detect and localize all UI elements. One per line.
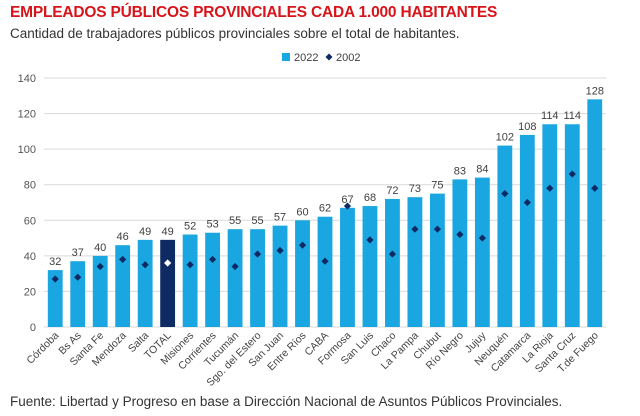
data-label: 83: [454, 165, 466, 177]
marker-2002: [478, 234, 486, 242]
data-label: 37: [72, 247, 84, 259]
data-label: 114: [564, 110, 582, 122]
data-label: 55: [251, 215, 263, 227]
marker-2002: [568, 170, 576, 178]
marker-2002: [231, 262, 239, 271]
y-tick-label: 20: [24, 286, 36, 298]
legend-label-2022: 2022: [294, 52, 318, 64]
data-label: 102: [496, 132, 514, 144]
y-tick-label: 120: [18, 109, 36, 121]
data-label: 60: [296, 206, 308, 218]
data-label: 114: [541, 110, 559, 122]
data-label: 32: [49, 256, 61, 268]
data-label: 67: [341, 194, 353, 206]
bar: [362, 206, 378, 327]
data-label: 75: [431, 180, 443, 192]
y-tick-label: 0: [30, 322, 36, 334]
data-label: 52: [184, 221, 196, 233]
bar: [587, 99, 603, 327]
marker-2002: [141, 261, 149, 269]
bar: [295, 220, 310, 327]
data-label: 84: [476, 164, 488, 176]
marker-2002: [366, 236, 374, 244]
bar: [182, 234, 198, 327]
data-label: 55: [229, 215, 241, 227]
bar: [564, 124, 580, 327]
chart-title: EMPLEADOS PÚBLICOS PROVINCIALES CADA 1.0…: [10, 4, 498, 21]
marker-2002: [74, 273, 82, 281]
marker-2002: [546, 184, 554, 192]
marker-2002: [343, 202, 352, 210]
source-note: Fuente: Libertad y Progreso en base a Di…: [10, 394, 563, 409]
y-tick-label: 60: [24, 215, 36, 227]
data-label: 57: [274, 212, 286, 224]
data-label: 49: [139, 226, 151, 238]
bar: [474, 177, 490, 327]
marker-2002: [456, 230, 464, 239]
marker-2002: [276, 246, 284, 255]
bar: [407, 197, 423, 327]
marker-2002: [321, 257, 329, 265]
marker-2002: [51, 275, 59, 283]
bar: [497, 145, 513, 327]
bar: [317, 216, 333, 327]
bar: [47, 270, 63, 327]
marker-2002: [591, 184, 599, 192]
data-label: 68: [364, 192, 376, 204]
bar: [429, 193, 445, 327]
data-label: 49: [162, 226, 174, 238]
marker-2002: [433, 225, 441, 233]
bar: [70, 261, 86, 327]
marker-2002: [186, 261, 194, 269]
chart-subtitle: Cantidad de trabajadores públicos provin…: [10, 26, 460, 41]
bar: [519, 134, 535, 327]
data-label: 40: [94, 242, 106, 254]
marker-2002: [501, 190, 509, 198]
bar: [452, 179, 468, 327]
marker-2002: [164, 259, 172, 267]
marker-2002: [119, 255, 127, 264]
marker-2002: [96, 262, 104, 271]
bar: [542, 124, 558, 327]
bar: [340, 207, 355, 327]
data-label: 46: [117, 231, 129, 243]
bar: [272, 225, 288, 327]
legend-swatch-2022: [282, 53, 290, 61]
bar: [227, 229, 243, 327]
data-label: 73: [409, 183, 421, 195]
bar: [92, 255, 108, 327]
marker-2002: [209, 255, 217, 264]
marker-2002: [388, 250, 397, 258]
y-tick-label: 140: [18, 73, 36, 85]
bar: [137, 239, 153, 327]
marker-2002: [253, 250, 262, 258]
bar: [250, 229, 265, 327]
data-label: 62: [319, 203, 331, 215]
marker-2002: [298, 241, 307, 249]
y-tick-label: 40: [24, 251, 36, 263]
bar-total: [160, 239, 176, 327]
bar: [115, 245, 131, 327]
data-label: 53: [206, 219, 218, 231]
legend-marker-2002: [325, 53, 333, 61]
y-tick-label: 80: [24, 180, 36, 192]
bar: [205, 232, 221, 327]
data-label: 128: [586, 85, 604, 97]
marker-2002: [411, 225, 419, 233]
bar: [385, 198, 400, 327]
marker-2002: [523, 198, 531, 207]
data-label: 108: [518, 121, 536, 133]
y-tick-label: 100: [18, 144, 36, 156]
legend-label-2002: 2002: [336, 52, 360, 64]
data-label: 72: [386, 185, 398, 197]
